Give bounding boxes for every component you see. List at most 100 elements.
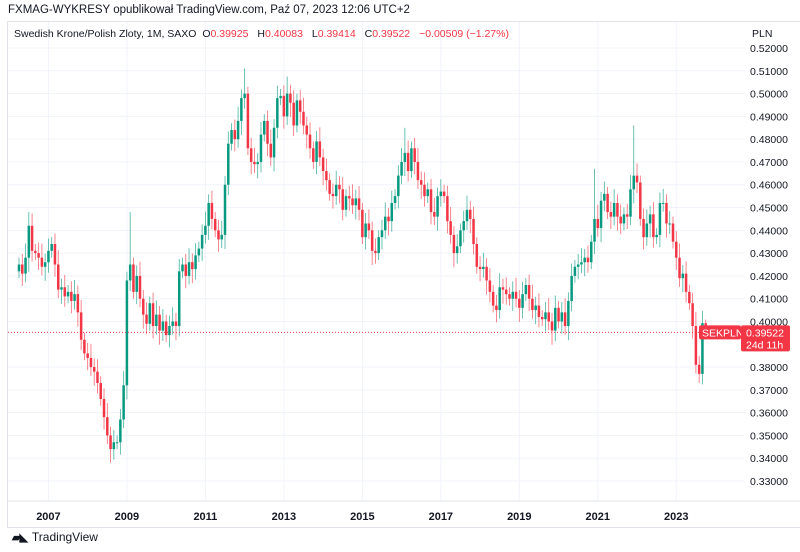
candle	[377, 230, 380, 260]
candle	[681, 264, 685, 293]
candle-body	[495, 305, 498, 311]
price-tick-label: 0.51000	[750, 66, 788, 78]
candle	[24, 243, 27, 283]
candle-body	[89, 357, 93, 368]
candle-body	[469, 209, 472, 219]
candle	[236, 106, 240, 148]
time-tick-label: 2009	[115, 511, 139, 523]
time-tick-label: 2019	[507, 511, 531, 523]
price-tick-label: 0.34000	[750, 453, 788, 465]
candle	[191, 253, 194, 284]
candle-body	[354, 198, 358, 206]
candle	[383, 202, 387, 239]
candle	[380, 219, 384, 250]
candle	[658, 192, 662, 248]
time-axis: 2007 2009 2011 2013 2015 2017 2019 2021 2023	[8, 500, 800, 523]
candle	[570, 263, 573, 312]
candle-body	[30, 225, 34, 251]
price-axis: 0.52000 0.51000 0.50000 0.49000 0.48000 0.470…	[750, 43, 788, 488]
candle	[697, 356, 701, 384]
candle-body	[645, 223, 649, 238]
candle	[537, 293, 541, 328]
candle-body	[527, 285, 531, 299]
candle	[629, 175, 632, 226]
candle-body	[544, 312, 547, 320]
candle	[648, 205, 652, 238]
time-tick-label: 2007	[36, 511, 60, 523]
candle	[56, 250, 60, 299]
candle-body	[642, 218, 645, 238]
brand-name: TradingView	[31, 530, 98, 544]
candle-body	[419, 180, 423, 185]
candle-body	[652, 214, 655, 238]
candle-body	[125, 280, 129, 386]
candle	[119, 408, 122, 455]
candle-body	[269, 143, 273, 158]
candle	[612, 188, 616, 226]
candle	[688, 285, 691, 311]
candles	[17, 68, 707, 463]
candle	[76, 285, 80, 327]
candle-body	[138, 275, 142, 299]
candle	[37, 242, 40, 270]
candle	[348, 185, 351, 211]
candle-body	[256, 161, 259, 165]
candle	[547, 298, 550, 331]
candle	[266, 110, 269, 157]
candle	[498, 273, 501, 319]
candle-body	[292, 102, 295, 126]
candle-body	[276, 98, 279, 128]
candle	[184, 254, 188, 289]
candle	[580, 248, 583, 274]
candle	[227, 131, 230, 196]
candle	[446, 185, 449, 234]
candle	[701, 310, 704, 385]
candle-body	[236, 120, 240, 140]
candle-body	[338, 184, 341, 190]
candle	[475, 237, 479, 274]
candle	[534, 296, 537, 325]
candle	[70, 281, 73, 314]
candle-body	[501, 287, 505, 290]
candle-body	[200, 234, 204, 249]
candle-body	[187, 262, 191, 276]
candle-body	[83, 339, 86, 354]
candle	[442, 184, 446, 203]
candle	[338, 176, 341, 204]
candle	[302, 97, 305, 135]
candle	[518, 290, 521, 322]
candle	[504, 277, 508, 305]
candle-body	[439, 191, 443, 197]
price-tick-label: 0.50000	[750, 89, 788, 101]
candle-body	[521, 294, 524, 308]
candle-body	[128, 264, 132, 281]
time-tick-label: 2013	[272, 511, 296, 523]
candle-body	[697, 364, 701, 374]
candle-body	[63, 287, 67, 297]
candle-body	[436, 196, 439, 217]
candle-body	[145, 314, 148, 324]
candle	[675, 231, 678, 270]
candle-body	[47, 250, 50, 263]
open-label: O	[202, 28, 211, 40]
candle-body	[472, 218, 475, 244]
candle	[34, 243, 37, 260]
candle-body	[230, 130, 233, 144]
candle	[331, 183, 335, 209]
candle	[246, 86, 250, 156]
candle-body	[606, 193, 609, 213]
candle	[367, 209, 371, 239]
candle	[590, 234, 593, 270]
candle	[668, 211, 671, 234]
candle-body	[60, 287, 63, 290]
candle-body	[701, 323, 704, 374]
candle-body	[603, 193, 606, 201]
candle	[397, 165, 400, 209]
candle	[282, 85, 286, 129]
candle-body	[246, 93, 250, 149]
candle-body	[390, 202, 394, 222]
candle	[452, 226, 456, 268]
candle	[423, 172, 426, 207]
candle	[223, 176, 227, 250]
